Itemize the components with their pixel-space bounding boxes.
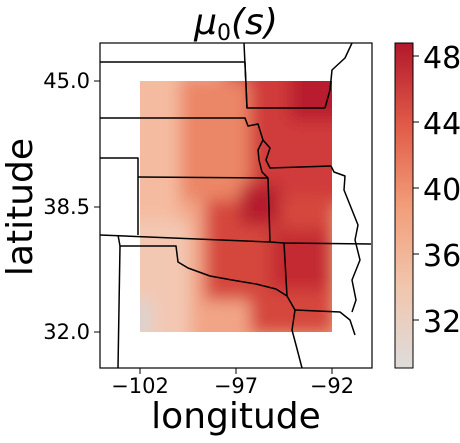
border-mississippi <box>330 165 359 241</box>
border-tx-nm <box>117 245 121 368</box>
y-tick: 45.0 <box>43 69 100 93</box>
border-kansas-north <box>137 176 269 179</box>
border-ar-la <box>294 309 356 336</box>
y-tick: 38.5 <box>43 195 100 219</box>
border-colorado <box>100 157 139 235</box>
border-ks-ok <box>100 234 372 245</box>
title-subscript: 0 <box>217 21 231 46</box>
x-tick-label: −102 <box>111 374 169 398</box>
colorbar-tick-label: 40 <box>423 173 460 208</box>
border-tx-la <box>291 309 303 368</box>
x-tick: −97 <box>214 368 258 398</box>
colorbar-tick-label: 44 <box>423 107 460 142</box>
colorbar-tick: 44 <box>413 107 460 142</box>
title-arg: (s) <box>231 2 278 43</box>
border-ms-river <box>351 239 361 313</box>
y-tick-label: 45.0 <box>43 69 90 93</box>
border-ia-mo <box>262 139 332 169</box>
border-mn-wi <box>324 43 353 109</box>
colorbar-tick: 40 <box>413 173 460 208</box>
colorbar: 32 36 40 44 48 <box>394 41 460 369</box>
colorbar-tick: 32 <box>413 305 460 340</box>
y-tick: 32.0 <box>43 320 100 344</box>
x-tick: −92 <box>310 368 354 398</box>
x-tick: −102 <box>111 368 169 398</box>
border-ne-north <box>100 117 264 141</box>
title-mu: μ <box>193 2 217 43</box>
y-tick-label: 38.5 <box>43 195 90 219</box>
colorbar-tick: 48 <box>413 41 460 76</box>
colorbar-tick-label: 32 <box>423 305 460 340</box>
colorbar-tick-label: 48 <box>423 41 460 76</box>
y-axis: 45.0 38.5 32.0 latitude <box>0 69 100 344</box>
y-axis-label: latitude <box>0 138 41 276</box>
colorbar-tick-label: 36 <box>423 239 460 274</box>
chart-title: μ0(s) <box>193 2 278 46</box>
y-tick-label: 32.0 <box>43 320 90 344</box>
x-axis-label: longitude <box>151 396 321 437</box>
heatmap <box>140 81 332 332</box>
border-mn-west <box>243 43 248 109</box>
colorbar-gradient <box>394 42 414 369</box>
x-tick-label: −92 <box>310 374 354 398</box>
x-axis: −102 −97 −92 longitude <box>111 368 354 437</box>
x-tick-label: −97 <box>214 374 258 398</box>
state-borders <box>100 43 372 368</box>
border-red-river <box>117 234 296 311</box>
colorbar-tick: 36 <box>413 239 460 274</box>
border-missouri-river <box>257 139 271 243</box>
border-ok-ar <box>283 242 288 297</box>
